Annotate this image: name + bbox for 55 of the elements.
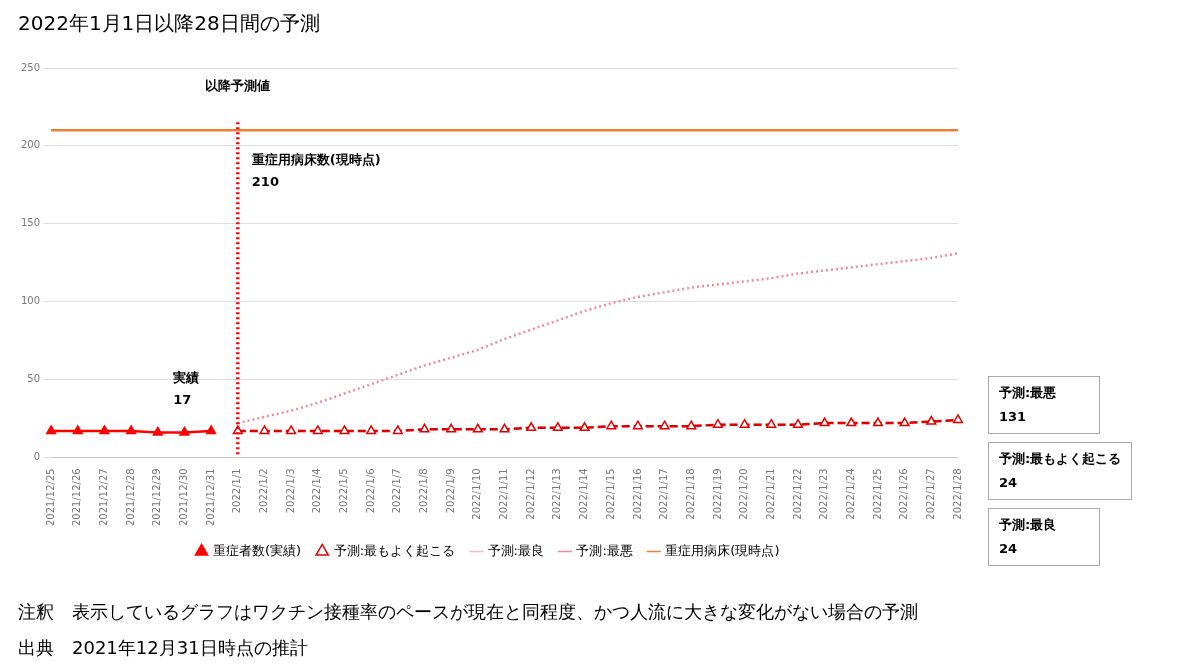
text: 予測:最もよく起こる 24 [999, 450, 1122, 492]
x-tick-label: 2022/1/4 [311, 468, 323, 514]
x-tick-label: 2022/1/27 [924, 468, 936, 520]
x-tick-label: 2022/1/16 [631, 468, 643, 520]
x-tick-label: 2021/12/29 [151, 468, 163, 526]
y-tick-label: 50 [27, 373, 41, 385]
x-tick-label: 2022/1/20 [738, 468, 750, 520]
x-tick-label: 2022/1/17 [658, 468, 670, 520]
x-tick-label: 2021/12/31 [204, 468, 216, 526]
y-tick-label: 250 [20, 61, 41, 73]
chart-title: 2022年1月1日以降28日間の予測 [18, 10, 320, 37]
legend-label: 予測:最もよく起こる [333, 542, 456, 558]
x-tick-label: 2022/1/10 [471, 468, 483, 520]
legend-label: 重症用病床(現時点) [665, 542, 780, 558]
x-tick-label: 2022/1/18 [684, 468, 696, 520]
x-tick-label: 2022/1/14 [578, 468, 590, 520]
x-tick-label: 2021/12/26 [71, 468, 83, 526]
annotation: 重症用病床数(現時点) 210 [250, 151, 381, 189]
x-tick-label: 2022/1/5 [338, 468, 350, 514]
x-tick-label: 2022/1/13 [551, 468, 563, 520]
x-tick-label: 2022/1/19 [711, 468, 723, 520]
x-tick-label: 2021/12/28 [124, 468, 136, 526]
x-tick-label: 2022/1/9 [444, 468, 456, 514]
legend-label: 予測:最悪 [576, 542, 633, 558]
x-tick-label: 2022/1/15 [604, 468, 616, 520]
x-tick-label: 2022/1/2 [258, 468, 270, 514]
x-tick-label: 2022/1/11 [498, 468, 510, 520]
x-tick-label: 2021/12/30 [178, 468, 190, 526]
x-tick-label: 2022/1/6 [364, 468, 376, 514]
x-tick-label: 2022/1/22 [791, 468, 803, 520]
ref-line-label: 以降予測値 [205, 78, 271, 94]
legend-label: 重症者数(実績) [213, 542, 302, 558]
x-tick-label: 2022/1/7 [391, 468, 403, 514]
x-tick-label: 2022/1/28 [951, 468, 963, 520]
x-tick-label: 2022/1/3 [284, 468, 296, 514]
x-tick-label: 2022/1/8 [418, 468, 430, 514]
legend-label: 予測:最良 [487, 542, 544, 558]
text: 予測:最悪 131 [999, 384, 1058, 426]
y-tick-label: 200 [20, 139, 41, 151]
annotation: 実績 17 [172, 370, 200, 408]
y-tick-label: 0 [33, 450, 41, 462]
x-tick-label: 2022/1/21 [764, 468, 776, 520]
text: 予測:最良 24 [999, 516, 1058, 558]
x-tick-label: 2022/1/1 [231, 468, 243, 514]
x-tick-label: 2022/1/12 [524, 468, 536, 520]
x-tick-label: 2022/1/25 [871, 468, 883, 520]
x-tick-label: 2021/12/27 [98, 468, 110, 526]
x-tick-label: 2022/1/26 [898, 468, 910, 520]
y-tick-label: 100 [20, 295, 41, 307]
text: 注釈 表示しているグラフはワクチン接種率のペースが現在と同程度、かつ人流に大きな変化がない場合の予測 [18, 600, 918, 624]
x-tick-label: 2022/1/24 [844, 468, 856, 520]
y-tick-label: 150 [20, 217, 41, 229]
source-note: 出典 2021年12月31日時点の推計 [18, 636, 308, 660]
x-tick-label: 2022/1/23 [818, 468, 830, 520]
x-tick-label: 2021/12/25 [44, 468, 56, 526]
